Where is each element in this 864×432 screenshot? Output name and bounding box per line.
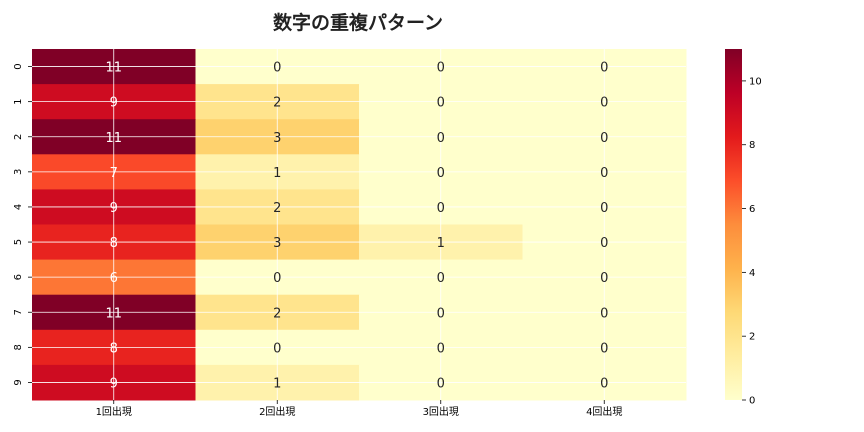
x-tick-label: 4回出現 (586, 405, 622, 418)
cell-value-label: 0 (600, 201, 608, 216)
colorbar-tick-label: 0 (749, 396, 755, 407)
cell-value-label: 0 (437, 271, 445, 286)
cell-value-label: 0 (437, 61, 445, 76)
x-tick-label: 1回出現 (96, 405, 132, 418)
chart-title: 数字の重複パターン (273, 11, 443, 34)
grid-lines (32, 49, 686, 400)
cell-value-label: 11 (105, 131, 122, 146)
cell-value-label: 8 (110, 341, 118, 356)
cell-value-label: 0 (437, 341, 445, 356)
y-tick-label: 8 (13, 344, 24, 350)
cell-value-label: 0 (273, 341, 281, 356)
y-tick-label: 1 (13, 98, 24, 104)
colorbar-tick-label: 8 (749, 140, 755, 151)
cell-labels: 11 0 0 0 9 2 0 0 11 3 0 0 7 1 0 0 9 2 0 0 8 3 1 0 6 0 0 0 11 2 0 0 8 0 0 0 9… (105, 61, 608, 392)
cell-value-label: 6 (110, 271, 118, 286)
y-tick-label: 0 (13, 63, 24, 69)
cell-value-label: 0 (600, 236, 608, 251)
cell-value-label: 7 (110, 166, 118, 181)
cell-value-label: 9 (110, 96, 118, 111)
cell-value-label: 1 (437, 236, 445, 251)
colorbar-tick-label: 6 (749, 204, 755, 215)
colorbar-tick-label: 2 (749, 332, 755, 343)
cell-value-label: 0 (600, 61, 608, 76)
cell-value-label: 0 (600, 341, 608, 356)
cell-value-label: 0 (600, 96, 608, 111)
cell-value-label: 0 (600, 271, 608, 286)
y-tick-label: 3 (13, 169, 24, 175)
cell-value-label: 0 (437, 131, 445, 146)
cell-value-label: 2 (273, 201, 281, 216)
cell-value-label: 2 (273, 306, 281, 321)
colorbar-gradient (725, 49, 742, 400)
cell-value-label: 1 (273, 166, 281, 181)
cell-value-label: 3 (273, 131, 281, 146)
y-tick-label: 7 (13, 309, 24, 315)
cell-value-label: 11 (105, 306, 122, 321)
cell-value-label: 8 (110, 236, 118, 251)
cell-value-label: 0 (273, 61, 281, 76)
cell-value-label: 0 (437, 166, 445, 181)
cell-value-label: 0 (437, 96, 445, 111)
cell-value-label: 1 (273, 376, 281, 391)
colorbar: 0 2 4 6 8 10 (725, 49, 762, 407)
cell-value-label: 0 (437, 376, 445, 391)
x-tick-label: 3回出現 (423, 405, 459, 418)
y-tick-label: 6 (13, 274, 24, 280)
cell-value-label: 0 (437, 201, 445, 216)
cell-value-label: 0 (437, 306, 445, 321)
cell-value-label: 2 (273, 96, 281, 111)
colorbar-tick-label: 4 (749, 268, 755, 279)
colorbar-tick-label: 10 (749, 76, 762, 87)
y-tick-label: 9 (13, 379, 24, 385)
cell-value-label: 9 (110, 201, 118, 216)
x-tick-label: 2回出現 (259, 405, 295, 418)
y-tick-label: 2 (13, 134, 24, 140)
cell-value-label: 0 (600, 306, 608, 321)
cell-value-label: 0 (600, 166, 608, 181)
cell-value-label: 3 (273, 236, 281, 251)
y-tick-label: 5 (13, 239, 24, 245)
cell-value-label: 0 (600, 376, 608, 391)
cell-value-label: 11 (105, 61, 122, 76)
cell-value-label: 9 (110, 376, 118, 391)
x-axis-ticks: 1回出現 2回出現 3回出現 4回出現 (96, 400, 622, 418)
cell-value-label: 0 (600, 131, 608, 146)
y-tick-label: 4 (13, 204, 24, 210)
y-axis-ticks: 0 1 2 3 4 5 6 7 8 9 (13, 63, 32, 386)
cell-value-label: 0 (273, 271, 281, 286)
